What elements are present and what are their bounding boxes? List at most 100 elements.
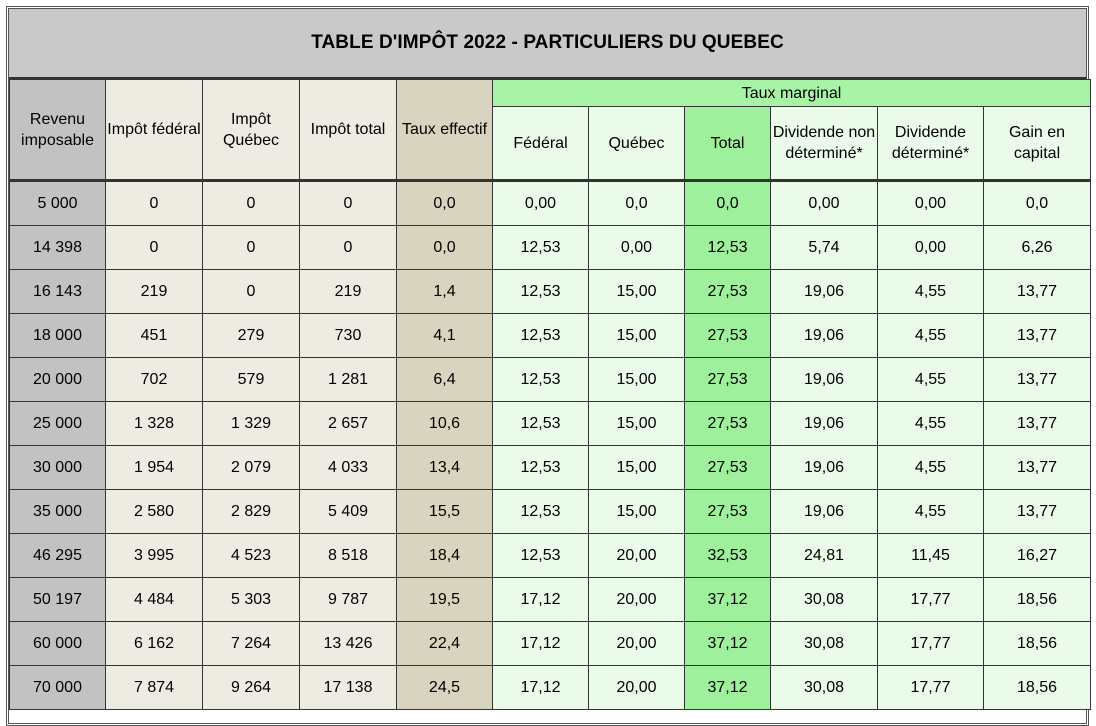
cell-gain-capital: 6,26	[982, 225, 1092, 270]
cell-marginal-quebec: 20,00	[588, 577, 685, 622]
cell-impot-federal: 6 162	[105, 621, 203, 666]
cell-impot-quebec: 279	[202, 313, 300, 358]
cell-revenu: 14 398	[9, 225, 106, 270]
table-row: 60 000 6 162 7 264 13 426 22,4 17,12 20,00 37,1…	[9, 621, 1092, 666]
cell-dividende-determine: 4,55	[877, 445, 984, 490]
table-row: 70 000 7 874 9 264 17 138 24,5 17,12 20,00 37,1…	[9, 665, 1092, 710]
cell-dividende-non-determine: 19,06	[770, 313, 878, 358]
table-row: 35 000 2 580 2 829 5 409 15,5 12,53 15,00 27,53…	[9, 489, 1092, 534]
cell-impot-federal: 4 484	[105, 577, 203, 622]
cell-impot-total: 2 657	[299, 401, 397, 446]
cell-dividende-non-determine: 19,06	[770, 269, 878, 314]
cell-marginal-federal: 12,53	[492, 269, 589, 314]
cell-marginal-total: 27,53	[684, 313, 771, 358]
header-dividende-non-determine: Dividende non déterminé*	[770, 106, 878, 181]
cell-marginal-quebec: 0,0	[588, 180, 685, 226]
cell-taux-effectif: 13,4	[396, 445, 493, 490]
cell-marginal-quebec: 0,00	[588, 225, 685, 270]
cell-impot-total: 4 033	[299, 445, 397, 490]
cell-revenu: 18 000	[9, 313, 106, 358]
cell-dividende-non-determine: 30,08	[770, 577, 878, 622]
cell-impot-quebec: 4 523	[202, 533, 300, 578]
cell-marginal-total: 27,53	[684, 269, 771, 314]
table-row: 16 143 219 0 219 1,4 12,53 15,00 27,53 19,06 4,55…	[9, 269, 1092, 314]
cell-revenu: 35 000	[9, 489, 106, 534]
cell-gain-capital: 18,56	[982, 621, 1092, 666]
tax-table-frame: TABLE D'IMPÔT 2022 - PARTICULIERS DU QUE…	[6, 6, 1092, 726]
cell-marginal-total: 12,53	[684, 225, 771, 270]
cell-marginal-total: 37,12	[684, 577, 771, 622]
cell-taux-effectif: 18,4	[396, 533, 493, 578]
cell-marginal-quebec: 15,00	[588, 489, 685, 534]
cell-revenu: 46 295	[9, 533, 106, 578]
cell-revenu: 60 000	[9, 621, 106, 666]
cell-marginal-federal: 0,00	[492, 180, 589, 226]
cell-marginal-quebec: 20,00	[588, 621, 685, 666]
cell-gain-capital: 13,77	[982, 401, 1092, 446]
table-row: 18 000 451 279 730 4,1 12,53 15,00 27,53 19,06 4,…	[9, 313, 1092, 358]
cell-dividende-non-determine: 19,06	[770, 445, 878, 490]
cell-dividende-determine: 17,77	[877, 577, 984, 622]
cell-impot-quebec: 579	[202, 357, 300, 402]
cell-impot-total: 9 787	[299, 577, 397, 622]
cell-impot-total: 1 281	[299, 357, 397, 402]
cell-revenu: 25 000	[9, 401, 106, 446]
cell-gain-capital: 13,77	[982, 313, 1092, 358]
cell-marginal-total: 0,0	[684, 180, 771, 226]
tax-table: Revenu imposable Impôt fédéral Impôt Qué…	[9, 79, 1092, 710]
cell-impot-federal: 1 328	[105, 401, 203, 446]
cell-marginal-federal: 12,53	[492, 533, 589, 578]
cell-marginal-total: 32,53	[684, 533, 771, 578]
cell-marginal-federal: 12,53	[492, 489, 589, 534]
cell-impot-total: 13 426	[299, 621, 397, 666]
header-marginal-federal: Fédéral	[492, 106, 589, 181]
table-row: 14 398 0 0 0 0,0 12,53 0,00 12,53 5,74 0,00 6,26	[9, 225, 1092, 270]
cell-dividende-determine: 4,55	[877, 401, 984, 446]
cell-marginal-quebec: 15,00	[588, 357, 685, 402]
cell-impot-federal: 0	[105, 225, 203, 270]
cell-marginal-federal: 17,12	[492, 577, 589, 622]
cell-impot-quebec: 0	[202, 269, 300, 314]
cell-dividende-determine: 0,00	[877, 225, 984, 270]
cell-marginal-total: 27,53	[684, 489, 771, 534]
cell-marginal-total: 27,53	[684, 357, 771, 402]
cell-impot-federal: 702	[105, 357, 203, 402]
cell-impot-quebec: 2 079	[202, 445, 300, 490]
cell-dividende-non-determine: 19,06	[770, 357, 878, 402]
cell-taux-effectif: 24,5	[396, 665, 493, 710]
header-taux-marginal: Taux marginal	[491, 79, 1092, 107]
cell-revenu: 50 197	[9, 577, 106, 622]
cell-taux-effectif: 15,5	[396, 489, 493, 534]
cell-marginal-quebec: 15,00	[588, 401, 685, 446]
cell-marginal-total: 27,53	[684, 401, 771, 446]
cell-impot-quebec: 1 329	[202, 401, 300, 446]
cell-marginal-quebec: 15,00	[588, 445, 685, 490]
cell-dividende-determine: 11,45	[877, 533, 984, 578]
table-header: Revenu imposable Impôt fédéral Impôt Qué…	[9, 79, 1092, 181]
cell-taux-effectif: 22,4	[396, 621, 493, 666]
cell-dividende-non-determine: 19,06	[770, 401, 878, 446]
cell-marginal-total: 27,53	[684, 445, 771, 490]
cell-impot-total: 219	[299, 269, 397, 314]
cell-revenu: 5 000	[9, 180, 106, 226]
header-impot-quebec: Impôt Québec	[202, 79, 300, 181]
cell-dividende-determine: 4,55	[877, 489, 984, 534]
cell-dividende-determine: 4,55	[877, 357, 984, 402]
cell-gain-capital: 13,77	[982, 445, 1092, 490]
cell-taux-effectif: 10,6	[396, 401, 493, 446]
header-impot-total: Impôt total	[299, 79, 397, 181]
cell-dividende-non-determine: 0,00	[770, 180, 878, 226]
cell-revenu: 16 143	[9, 269, 106, 314]
cell-impot-total: 5 409	[299, 489, 397, 534]
cell-taux-effectif: 19,5	[396, 577, 493, 622]
cell-dividende-non-determine: 5,74	[770, 225, 878, 270]
table-row: 30 000 1 954 2 079 4 033 13,4 12,53 15,00 27,53…	[9, 445, 1092, 490]
cell-dividende-determine: 17,77	[877, 665, 984, 710]
cell-impot-total: 17 138	[299, 665, 397, 710]
header-marginal-quebec: Québec	[588, 106, 685, 181]
cell-marginal-federal: 12,53	[492, 401, 589, 446]
cell-impot-federal: 7 874	[105, 665, 203, 710]
cell-marginal-quebec: 20,00	[588, 533, 685, 578]
cell-marginal-federal: 12,53	[492, 357, 589, 402]
header-gain-capital: Gain en capital	[982, 106, 1092, 181]
